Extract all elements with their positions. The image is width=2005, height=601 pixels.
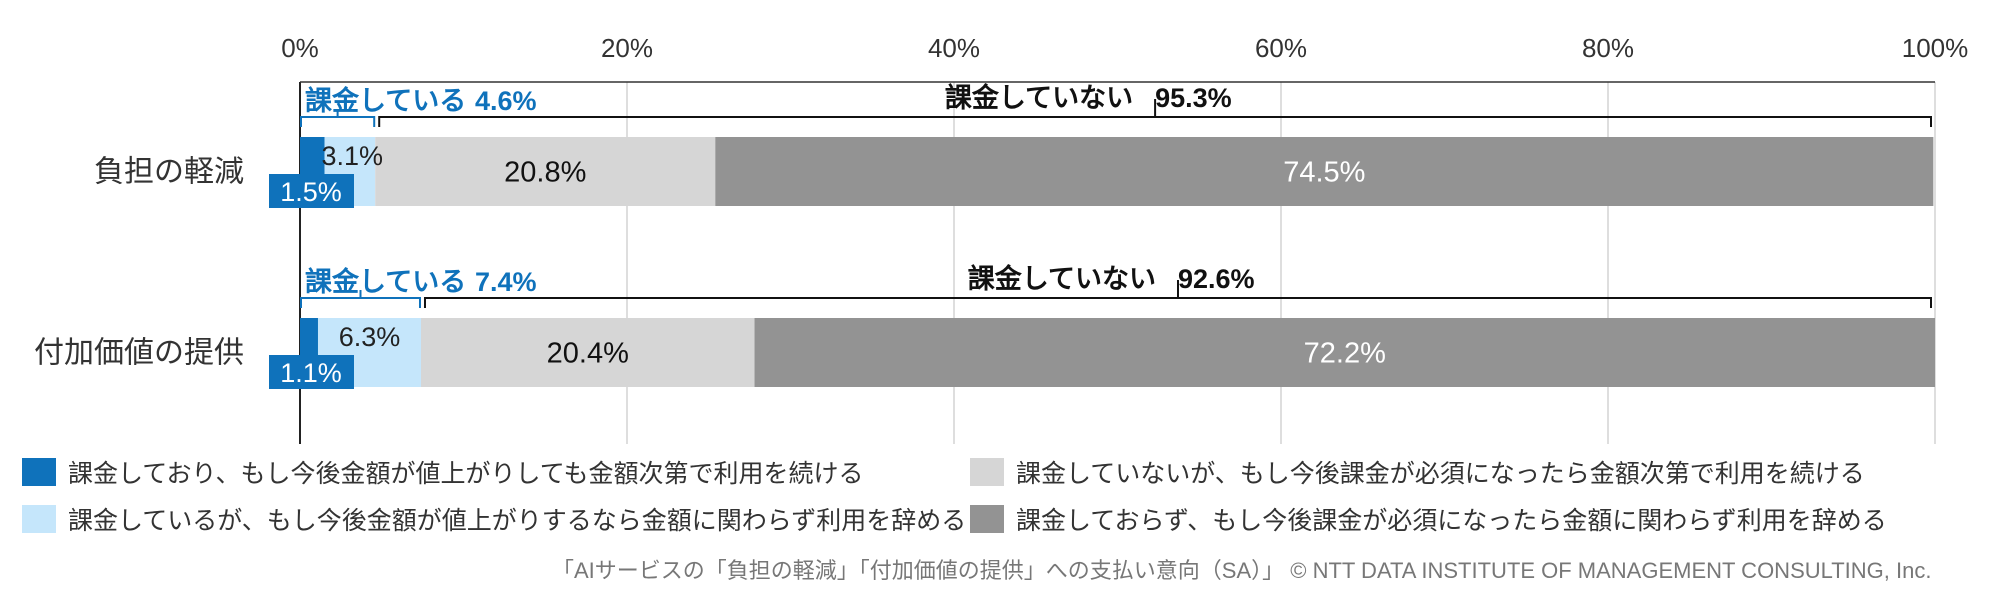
- paying-annotation-value-r0: 4.6%: [475, 86, 537, 116]
- legend-label-4: 課金しておらず、もし今後課金が必須になったら金額に関わらず利用を辞める: [1016, 507, 1887, 535]
- nonpaying-annotation-label-r0: 課金していない: [945, 82, 1133, 113]
- bar-segment-r0-s3: [715, 137, 1934, 206]
- legend-swatch-2: [22, 505, 56, 533]
- legend-label-1: 課金しており、もし今後金額が値上がりしても金額次第で利用を続ける: [68, 460, 864, 488]
- legend-label-3: 課金していないが、もし今後課金が必須になったら金額次第で利用を続ける: [1016, 460, 1865, 488]
- bar-value-label-r0-s1: 3.1%: [321, 141, 383, 171]
- x-tick-label-2: 40%: [928, 33, 980, 63]
- bar-value-label-r1-s1: 6.3%: [339, 322, 401, 352]
- category-label-1: 付加価値の提供: [34, 337, 244, 370]
- bar-value-label-r1-s0: 1.1%: [280, 358, 342, 388]
- legend-swatch-3: [970, 458, 1004, 486]
- bar-value-label-r0-s3: 74.5%: [1283, 157, 1365, 189]
- x-tick-label-3: 60%: [1255, 33, 1307, 63]
- legend-item-3: 課金していないが、もし今後課金が必須になったら金額次第で利用を続ける: [970, 454, 1865, 490]
- small-label-box-r1: [269, 355, 354, 389]
- legend-item-4: 課金しておらず、もし今後課金が必須になったら金額に関わらず利用を辞める: [970, 501, 1887, 537]
- source-note: 「AIサービスの「負担の軽減」「付加価値の提供」への支払い意向（SA）」 © N…: [552, 558, 1932, 583]
- legend-label-2: 課金しているが、もし今後金額が値上がりするなら金額に関わらず利用を辞める: [68, 507, 967, 535]
- small-label-box-r0: [269, 174, 354, 208]
- paying-brace-r0: [300, 109, 376, 127]
- category-label-0: 負担の軽減: [94, 156, 244, 189]
- legend-item-2: 課金しているが、もし今後金額が値上がりするなら金額に関わらず利用を辞める: [22, 501, 966, 537]
- bar-value-label-r1-s2: 20.4%: [547, 338, 629, 370]
- paying-annotation-label-r1: 課金している: [305, 266, 466, 297]
- legend-item-1: 課金しており、もし今後金額が値上がりしても金額次第で利用を続ける: [22, 454, 864, 490]
- x-tick-label-5: 100%: [1902, 33, 1969, 63]
- bar-value-label-r0-s0: 1.5%: [280, 177, 342, 207]
- x-tick-label-4: 80%: [1582, 33, 1634, 63]
- legend-swatch-4: [970, 505, 1004, 533]
- bar-value-label-r0-s2: 20.8%: [504, 157, 586, 189]
- nonpaying-annotation-label-r1: 課金していない: [968, 263, 1156, 294]
- nonpaying-brace-r1: [423, 280, 1932, 308]
- bar-segment-r1-s2: [420, 318, 755, 387]
- nonpaying-brace-r0: [378, 99, 1932, 127]
- paying-brace-r1: [300, 290, 421, 308]
- paying-annotation-label-r0: 課金している: [305, 85, 466, 116]
- x-tick-label-0: 0%: [281, 33, 319, 63]
- nonpaying-annotation-value-r1: 92.6%: [1178, 264, 1255, 294]
- x-tick-label-1: 20%: [601, 33, 653, 63]
- bar-segment-r0-s2: [375, 137, 716, 206]
- legend-swatch-1: [22, 458, 56, 486]
- paying-annotation-value-r1: 7.4%: [475, 267, 537, 297]
- bar-value-label-r1-s3: 72.2%: [1304, 338, 1386, 370]
- nonpaying-annotation-value-r0: 95.3%: [1155, 83, 1232, 113]
- bar-segment-r1-s3: [754, 318, 1935, 387]
